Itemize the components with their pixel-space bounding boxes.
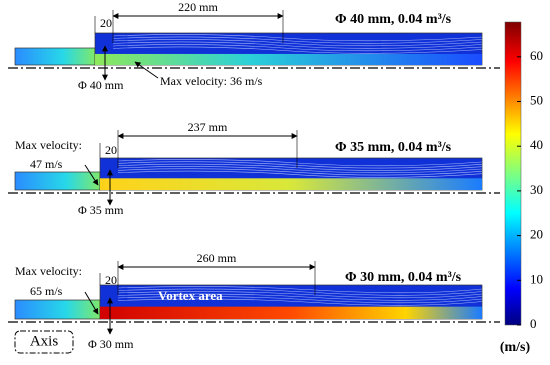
axis-label: Axis: [30, 333, 59, 349]
colorbar-unit: (m/s): [500, 340, 531, 355]
gap-label: 20: [105, 273, 117, 287]
inlet-pipe: [14, 299, 101, 320]
colorbar-tick-label: 10: [530, 271, 543, 286]
streamline: [117, 168, 483, 176]
streamline: [112, 44, 483, 52]
gap-label: 20: [100, 16, 112, 30]
max-velocity-pointer: [84, 164, 99, 186]
gap-label: 20: [105, 143, 117, 157]
jet-core: [100, 306, 482, 319]
streamline: [117, 170, 483, 178]
colorbar-tick-label: 0: [530, 316, 537, 331]
diameter-label: Φ 30 mm: [88, 337, 134, 351]
panel-title: Φ 40 mm, 0.04 m³/s: [335, 12, 452, 27]
axis-legend-box: [14, 330, 74, 354]
diameter-label: Φ 35 mm: [78, 203, 124, 217]
length-label: 237 mm: [188, 120, 228, 134]
diameter-label: Φ 40 mm: [78, 78, 124, 92]
max-velocity-label: Max velocity:: [15, 138, 82, 152]
streamline: [112, 41, 483, 49]
length-label: 260 mm: [197, 251, 237, 265]
streamline: [117, 293, 483, 301]
colorbar-tick-label: 50: [530, 92, 543, 107]
colorbar-tick-label: 40: [530, 137, 543, 152]
panel-title: Φ 35 mm, 0.04 m³/s: [335, 140, 452, 155]
max-velocity-label: Max velocity:: [15, 264, 82, 278]
colorbar-tick-label: 20: [530, 227, 543, 242]
length-label: 220 mm: [178, 0, 218, 14]
max-velocity-pointer: [84, 291, 99, 315]
streamline: [112, 39, 483, 47]
max-velocity-label: Max velocity: 36 m/s: [160, 74, 263, 88]
jet-core: [95, 53, 482, 65]
colorbar: [504, 21, 522, 326]
max-velocity-pointer: [134, 61, 159, 79]
streamline: [112, 46, 483, 54]
inlet-pipe: [14, 171, 101, 191]
max-velocity-label: 65 m/s: [30, 284, 63, 298]
panel-title: Φ 30 mm, 0.04 m³/s: [345, 270, 462, 285]
jet-core: [100, 178, 482, 190]
streamline: [117, 298, 483, 306]
colorbar-tick-label: 60: [530, 48, 543, 63]
streamline: [117, 166, 483, 174]
colorbar-tick-label: 30: [530, 182, 543, 197]
inlet-pipe: [14, 47, 96, 66]
max-velocity-label: 47 m/s: [30, 157, 63, 171]
vortex-label: Vortex area: [158, 288, 223, 303]
streamline: [117, 296, 483, 304]
